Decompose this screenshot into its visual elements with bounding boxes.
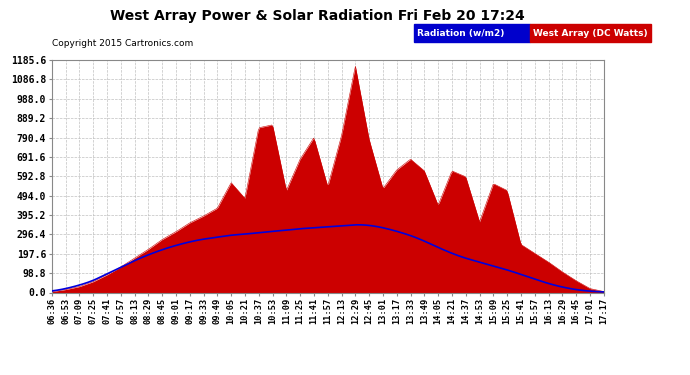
Text: West Array (DC Watts): West Array (DC Watts) [533,29,647,38]
Text: Copyright 2015 Cartronics.com: Copyright 2015 Cartronics.com [52,39,193,48]
Text: Radiation (w/m2): Radiation (w/m2) [417,29,504,38]
Text: West Array Power & Solar Radiation Fri Feb 20 17:24: West Array Power & Solar Radiation Fri F… [110,9,525,23]
